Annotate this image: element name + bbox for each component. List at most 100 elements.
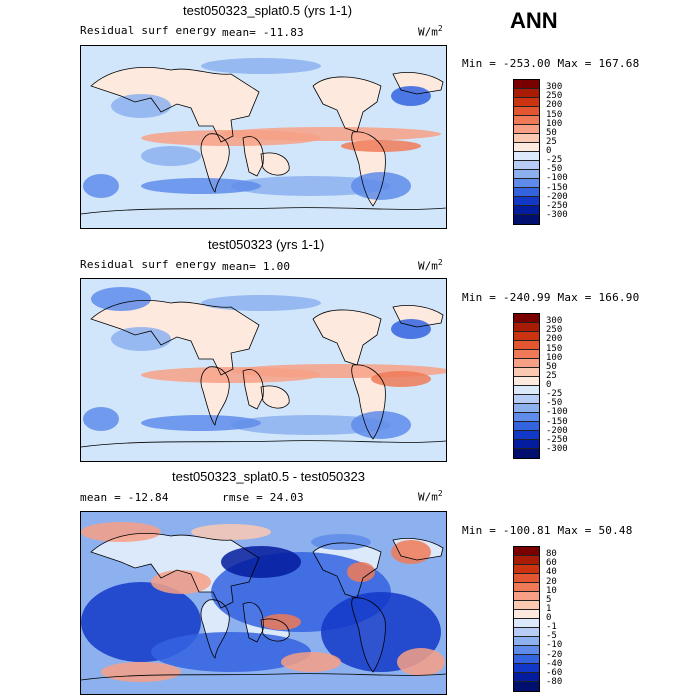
colorbar-tick-label: 1: [546, 603, 552, 614]
panel-3-rmse: rmse = 24.03: [222, 491, 304, 504]
colorbar-box: [514, 368, 539, 377]
colorbar-tick-label: -300: [546, 443, 568, 454]
panel-1-minmax: Min = -253.00 Max = 167.68: [462, 57, 640, 70]
colorbar-box: [514, 206, 539, 215]
panel-3-colorbar-ticks: 80 60 40 20 10 5 1 0 -1 -5 -10 -20 -40 -60 -80: [546, 546, 586, 692]
colorbar-tick-label: 0: [546, 380, 552, 390]
colorbar-tick-label: -50: [546, 398, 563, 409]
colorbar-box: [514, 215, 539, 224]
colorbar-tick-label: 300: [546, 316, 563, 327]
colorbar-tick-label: -20: [546, 649, 563, 660]
colorbar-box: [514, 314, 539, 323]
colorbar-box: [514, 143, 539, 152]
colorbar-tick-label: 150: [546, 109, 563, 120]
colorbar-box: [514, 341, 539, 350]
colorbar-box: [514, 610, 539, 619]
colorbar-box: [514, 565, 539, 574]
panel-1-map: [80, 45, 447, 229]
colorbar-box: [514, 431, 539, 440]
colorbar-tick-label: 40: [546, 567, 557, 578]
colorbar-box: [514, 116, 539, 125]
colorbar-box: [514, 188, 539, 197]
colorbar-tick-label: 25: [546, 370, 557, 381]
colorbar-tick-label: -50: [546, 164, 563, 175]
panel-3-map: [80, 511, 447, 695]
panel-3-map-graphic: [81, 512, 446, 694]
colorbar-tick-label: 0: [546, 146, 552, 156]
colorbar-box: [514, 628, 539, 637]
colorbar-box: [514, 449, 539, 458]
panel-3-minmax: Min = -100.81 Max = 50.48: [462, 524, 633, 537]
colorbar-box: [514, 637, 539, 646]
colorbar-box: [514, 673, 539, 682]
colorbar-tick-label: -25: [546, 389, 563, 400]
panel-2-minmax: Min = -240.99 Max = 166.90: [462, 291, 640, 304]
colorbar-box: [514, 323, 539, 332]
panel-2-colorbar: [513, 313, 540, 459]
colorbar-box: [514, 619, 539, 628]
panel-1-colorbar-ticks: 300 250 200 150 100 50 25 0 -25 -50 -100 -150 -200 -2…: [546, 79, 586, 225]
colorbar-box: [514, 404, 539, 413]
colorbar-box: [514, 161, 539, 170]
colorbar-tick-label: 5: [546, 594, 552, 605]
panel-3-units: W/m2: [418, 489, 443, 504]
colorbar-box: [514, 89, 539, 98]
colorbar-box: [514, 422, 539, 431]
colorbar-tick-label: 100: [546, 352, 563, 363]
colorbar-tick-label: 50: [546, 361, 557, 372]
colorbar-box: [514, 574, 539, 583]
colorbar-box: [514, 395, 539, 404]
colorbar-box: [514, 179, 539, 188]
colorbar-tick-label: -150: [546, 416, 568, 427]
colorbar-box: [514, 655, 539, 664]
colorbar-box: [514, 664, 539, 673]
colorbar-tick-label: -80: [546, 676, 563, 687]
colorbar-tick-label: 300: [546, 82, 563, 93]
colorbar-box: [514, 80, 539, 89]
colorbar-box: [514, 170, 539, 179]
colorbar-box: [514, 197, 539, 206]
panel-3-colorbar: [513, 546, 540, 692]
colorbar-tick-label: -5: [546, 631, 557, 642]
colorbar-box: [514, 440, 539, 449]
colorbar-tick-label: 250: [546, 91, 563, 102]
colorbar-box: [514, 583, 539, 592]
panel-2-units: W/m2: [418, 258, 443, 273]
colorbar-tick-label: -200: [546, 425, 568, 436]
panel-1-map-graphic: [81, 46, 446, 228]
colorbar-box: [514, 152, 539, 161]
panel-1-units: W/m2: [418, 24, 443, 39]
panel-3-mean: mean = -12.84: [80, 491, 169, 504]
colorbar-box: [514, 359, 539, 368]
colorbar-box: [514, 125, 539, 134]
colorbar-tick-label: -300: [546, 209, 568, 220]
colorbar-tick-label: -60: [546, 667, 563, 678]
panel-2-colorbar-ticks: 300 250 200 150 100 50 25 0 -25 -50 -100 -150 -200 -2…: [546, 313, 586, 459]
colorbar-tick-label: -10: [546, 640, 563, 651]
panel-1-title: test050323_splat0.5 (yrs 1-1): [183, 3, 353, 18]
panel-3-title: test050323_splat0.5 - test050323: [172, 469, 365, 484]
colorbar-tick-label: -100: [546, 173, 568, 184]
colorbar-tick-label: -250: [546, 434, 568, 445]
colorbar-box: [514, 601, 539, 610]
colorbar-tick-label: 10: [546, 585, 557, 596]
panel-1-mean: mean= -11.83: [222, 26, 304, 39]
colorbar-tick-label: -40: [546, 658, 563, 669]
panel-2-mean: mean= 1.00: [222, 260, 291, 273]
colorbar-box: [514, 107, 539, 116]
season-label: ANN: [510, 8, 558, 33]
panel-2-map: [80, 278, 447, 462]
panel-2-title: test050323 (yrs 1-1): [208, 237, 325, 252]
colorbar-tick-label: -100: [546, 407, 568, 418]
colorbar-box: [514, 646, 539, 655]
panel-1-colorbar: [513, 79, 540, 225]
colorbar-box: [514, 386, 539, 395]
colorbar-tick-label: 60: [546, 558, 557, 569]
colorbar-tick-label: 200: [546, 100, 563, 111]
panel-1-variable-label: Residual surf energy: [80, 24, 217, 37]
colorbar-tick-label: 250: [546, 325, 563, 336]
colorbar-tick-label: 100: [546, 118, 563, 129]
colorbar-tick-label: 20: [546, 576, 557, 587]
colorbar-box: [514, 556, 539, 565]
colorbar-tick-label: 150: [546, 343, 563, 354]
